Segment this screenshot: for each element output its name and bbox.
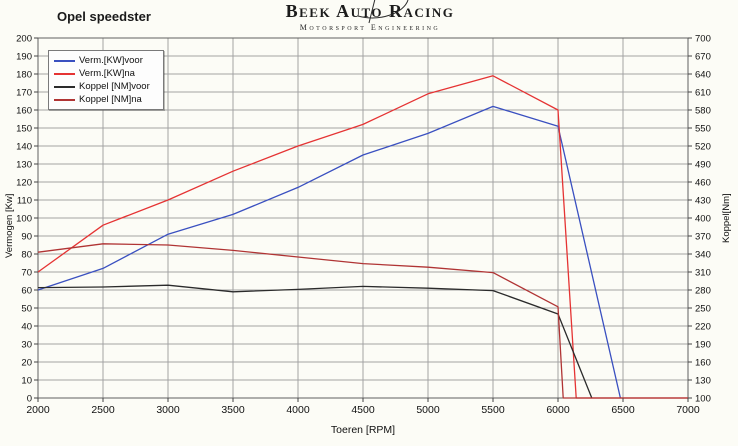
legend-item: Verm.[KW]na (54, 67, 159, 80)
y-left-tick-label: 180 (16, 70, 32, 81)
y-right-tick-label: 250 (695, 304, 711, 315)
y-left-tick-label: 100 (16, 214, 32, 225)
y-right-tick-label: 130 (695, 376, 711, 387)
series-line-koppel-nm-na (37, 243, 688, 399)
y-left-tick-label: 10 (21, 376, 32, 387)
x-tick-label: 4000 (286, 404, 310, 416)
series-line-verm-kw-na (37, 75, 688, 399)
legend-item: Koppel [NM]na (54, 93, 159, 106)
y-left-tick-label: 130 (16, 160, 32, 171)
legend-line-swatch (54, 85, 75, 88)
y-right-tick-label: 280 (695, 286, 711, 297)
y-right-tick-label: 700 (695, 34, 711, 45)
y-right-tick-label: 220 (695, 322, 711, 333)
y-left-tick-label: 0 (27, 394, 32, 405)
x-tick-label: 5000 (416, 404, 440, 416)
series-line-verm-kw-voor (37, 105, 622, 399)
y-right-axis-title: Koppel[Nm] (721, 193, 732, 243)
x-tick-label: 3500 (221, 404, 245, 416)
y-right-tick-label: 550 (695, 124, 711, 135)
chart-title: Opel speedster (57, 9, 151, 24)
tick-layer: 0 100 10 130 20 160 30 190 40 220 50 250 60 280 70 310 8… (16, 34, 711, 417)
logo-name: Beek Auto Racing (285, 1, 455, 21)
y-left-tick-label: 120 (16, 178, 32, 189)
y-right-tick-label: 520 (695, 142, 711, 153)
y-left-tick-label: 50 (21, 304, 32, 315)
x-tick-label: 2500 (91, 404, 115, 416)
y-left-tick-label: 170 (16, 88, 32, 99)
legend-label: Koppel [NM]voor (79, 81, 150, 92)
x-tick-label: 3000 (156, 404, 180, 416)
y-left-tick-label: 40 (21, 322, 32, 333)
x-tick-label: 5500 (481, 404, 505, 416)
y-left-tick-label: 20 (21, 358, 32, 369)
y-right-tick-label: 190 (695, 340, 711, 351)
y-left-tick-label: 90 (21, 232, 32, 243)
legend-line-swatch (54, 72, 75, 75)
y-left-tick-label: 160 (16, 106, 32, 117)
y-left-tick-label: 200 (16, 34, 32, 45)
legend-label: Verm.[KW]na (79, 68, 135, 79)
legend: Verm.[KW]voor Verm.[KW]na Koppel [NM]voor K… (48, 50, 164, 110)
y-left-tick-label: 150 (16, 124, 32, 135)
y-left-tick-label: 140 (16, 142, 32, 153)
x-tick-label: 2000 (26, 404, 50, 416)
y-right-tick-label: 610 (695, 88, 711, 99)
y-left-tick-label: 110 (17, 196, 32, 207)
series-line-koppel-nm-voor (37, 284, 593, 399)
y-right-tick-label: 640 (695, 70, 711, 81)
series-layer (37, 75, 688, 399)
y-left-tick-label: 80 (21, 250, 32, 261)
y-left-tick-label: 60 (21, 286, 32, 297)
y-right-tick-label: 580 (695, 106, 711, 117)
x-tick-label: 6000 (546, 404, 570, 416)
legend-item: Verm.[KW]voor (54, 54, 159, 67)
y-left-tick-label: 30 (21, 340, 32, 351)
legend-line-swatch (54, 59, 75, 62)
y-right-tick-label: 460 (695, 178, 711, 189)
logo-tagline: Motorsport Engineering (299, 23, 441, 32)
x-tick-label: 7000 (676, 404, 700, 416)
y-left-tick-label: 190 (16, 52, 32, 63)
y-right-tick-label: 310 (695, 268, 711, 279)
grid-layer (37, 37, 689, 399)
y-left-tick-label: 70 (21, 268, 32, 279)
y-right-tick-label: 340 (695, 250, 711, 261)
x-tick-label: 4500 (351, 404, 375, 416)
legend-label: Koppel [NM]na (79, 94, 142, 105)
legend-label: Verm.[KW]voor (79, 55, 143, 66)
y-right-tick-label: 370 (695, 232, 711, 243)
y-right-tick-label: 100 (695, 394, 711, 405)
y-right-tick-label: 160 (695, 358, 711, 369)
y-right-tick-label: 670 (695, 52, 711, 63)
x-tick-label: 6500 (611, 404, 635, 416)
logo: Beek Auto Racing Motorsport Engineering (270, 0, 470, 32)
y-right-tick-label: 490 (695, 160, 711, 171)
y-left-axis-title: Vermogen [Kw] (4, 194, 15, 258)
x-axis-title: Toeren [RPM] (331, 424, 395, 436)
legend-line-swatch (54, 98, 75, 101)
legend-item: Koppel [NM]voor (54, 80, 159, 93)
y-right-tick-label: 430 (695, 196, 711, 207)
y-right-tick-label: 400 (695, 214, 711, 225)
